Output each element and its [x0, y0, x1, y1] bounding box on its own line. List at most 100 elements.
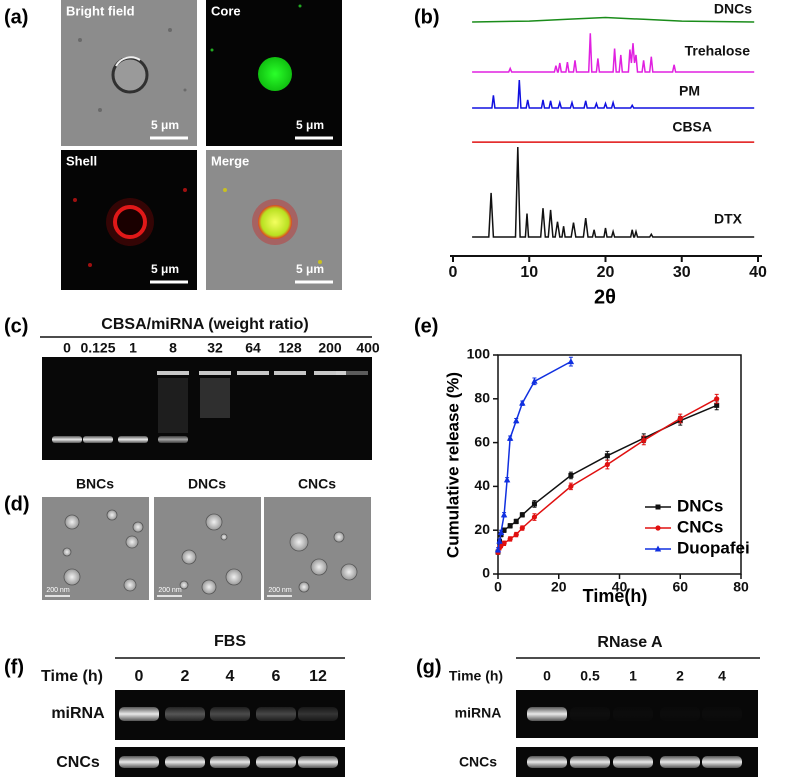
scale-label: 200 nm — [158, 587, 182, 594]
legend-marker — [655, 504, 661, 510]
nanoparticle — [201, 579, 217, 595]
x-tick-label: 10 — [520, 264, 538, 281]
nanoparticle — [123, 578, 137, 592]
gel-band — [52, 436, 82, 443]
marker — [513, 518, 519, 524]
panel-f: FBS Time (h) miRNA CNCs 0 2 4 6 12 — [41, 633, 345, 777]
row-label: CNCs — [459, 754, 497, 770]
gel-band — [119, 707, 159, 721]
lane-label: 2 — [181, 668, 190, 685]
gel-band — [613, 756, 653, 768]
gel-band — [702, 756, 742, 768]
image-label: Bright field — [66, 3, 135, 18]
marker — [507, 536, 513, 542]
x-tick-label: 0 — [494, 579, 502, 595]
gel-band — [118, 436, 148, 443]
marker — [497, 528, 505, 535]
legend-marker — [655, 525, 661, 531]
marker — [500, 511, 508, 518]
lane-label: 0.5 — [580, 668, 600, 684]
gel-band — [660, 707, 700, 721]
panel-d: BNCs 200 nm DNCs 200 nm CNCs 200 nm — [42, 476, 371, 600]
panel-label: (e) — [414, 315, 438, 337]
marker — [501, 540, 507, 546]
nanoparticle — [106, 509, 118, 521]
lane-label: 8 — [169, 340, 177, 356]
gel-smear — [158, 378, 188, 433]
nanoparticle — [62, 547, 72, 557]
lane-label: 12 — [309, 668, 327, 685]
x-tick-label: 40 — [749, 264, 767, 281]
lane-label: 64 — [245, 340, 261, 356]
gel-band — [210, 756, 250, 768]
lane-label: 4 — [226, 668, 235, 685]
gel-band — [210, 707, 250, 721]
image-label: CNCs — [298, 476, 336, 492]
y-axis-title: Cumulative release (%) — [443, 372, 462, 558]
panel-c: CBSA/miRNA (weight ratio) 0 0.125 1 8 32 64 12… — [40, 316, 380, 460]
marker — [604, 453, 610, 459]
lane-label: 200 — [318, 340, 342, 356]
panel-label: (f) — [4, 656, 24, 678]
lane-label: 0 — [543, 668, 551, 684]
gel-band — [298, 707, 338, 721]
image-label: Shell — [66, 153, 97, 168]
gel-band — [256, 756, 296, 768]
marker — [501, 527, 507, 533]
marker — [531, 377, 538, 384]
marker — [519, 399, 526, 406]
y-tick-label: 20 — [474, 521, 490, 537]
series-label: DTX — [714, 211, 743, 227]
y-tick-label: 60 — [474, 433, 490, 449]
scale-label: 200 nm — [46, 587, 70, 594]
nanoparticle — [205, 513, 223, 531]
gel-band — [570, 707, 610, 721]
release-chart: Time(h) Cumulative release (%) 0 20 40 60 80… — [443, 346, 749, 606]
series-label: PM — [679, 83, 700, 99]
series-label: CBSA — [672, 119, 712, 135]
gel-title: FBS — [214, 633, 246, 650]
nanoparticle — [132, 521, 144, 533]
y-tick-label: 100 — [467, 346, 491, 362]
image-label: BNCs — [76, 476, 114, 492]
lane-label: 400 — [356, 340, 380, 356]
series-label: Trehalose — [685, 43, 751, 59]
marker — [567, 358, 575, 365]
lane-label: 32 — [207, 340, 223, 356]
scale-label: 5 μm — [296, 262, 324, 276]
gel-well — [314, 371, 346, 375]
panel-g: RNase A Time (h) miRNA CNCs 0 0.5 1 2 4 — [449, 634, 760, 777]
marker — [714, 396, 720, 402]
row-label: miRNA — [455, 705, 502, 721]
scale-label: 5 μm — [296, 118, 324, 132]
marker — [494, 546, 502, 553]
nanoparticle — [289, 532, 309, 552]
legend-label: CNCs — [677, 517, 723, 536]
gel-well — [157, 371, 189, 375]
gel-band — [119, 756, 159, 768]
lane-label: 1 — [129, 340, 137, 356]
gel-band — [158, 436, 188, 443]
gel-band — [613, 707, 653, 721]
scale-label: 5 μm — [151, 118, 179, 132]
gel-band — [660, 756, 700, 768]
xrd-trace — [472, 33, 755, 73]
marker — [641, 437, 647, 444]
gel-well — [274, 371, 306, 375]
gel-smear — [200, 378, 230, 418]
lane-label: 4 — [718, 668, 726, 684]
image-label: Core — [211, 3, 241, 18]
xrd-chart: 2θ 0 10 20 30 40 DNCs Trehalose PM CBSA DTX — [449, 1, 767, 309]
lane-label: 6 — [272, 668, 281, 685]
x-tick-label: 20 — [551, 579, 567, 595]
gel-band — [165, 756, 205, 768]
gel-band — [702, 707, 742, 721]
marker — [568, 472, 574, 478]
marker — [506, 434, 514, 441]
nanoparticle — [298, 581, 310, 593]
marker — [531, 501, 537, 507]
nanoparticle — [181, 549, 197, 565]
series-line — [497, 360, 572, 551]
lane-label: 1 — [629, 668, 637, 684]
x-tick-label: 80 — [733, 579, 749, 595]
